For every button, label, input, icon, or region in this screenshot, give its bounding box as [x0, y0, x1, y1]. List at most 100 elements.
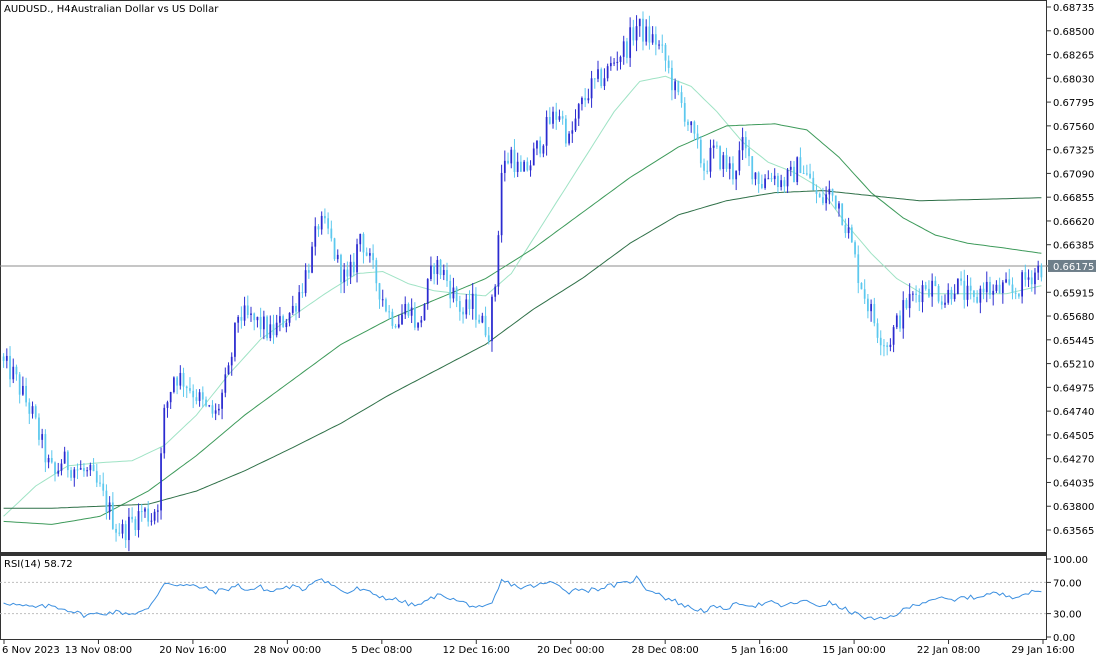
candle-bear: [468, 299, 471, 309]
candle-bear: [295, 305, 297, 312]
price-tick-label: 0.67090: [1053, 169, 1094, 180]
candle-bull: [150, 520, 153, 522]
candle-bull: [587, 98, 590, 101]
candle-bear: [253, 313, 256, 321]
candle-bear: [478, 319, 481, 323]
candle-bull: [336, 254, 339, 260]
candle-bear: [38, 417, 40, 440]
candle-bear: [937, 286, 940, 302]
candle-bear: [783, 180, 786, 187]
candle-bull: [558, 116, 561, 120]
candle-bull: [311, 246, 313, 273]
price-tick-label: 0.67795: [1053, 98, 1094, 109]
candle-bear: [340, 254, 342, 283]
candle-bear: [867, 298, 869, 312]
candle-bear: [205, 399, 207, 406]
candlesticks: [2, 11, 1043, 552]
candle-bull: [870, 303, 872, 312]
candle-bull: [230, 356, 233, 366]
candle-bear: [976, 296, 979, 303]
candle-bull: [606, 66, 609, 79]
candle-bear: [802, 173, 805, 175]
candle-bear: [189, 388, 191, 391]
candle-bull: [5, 355, 8, 361]
candle-bear: [439, 259, 442, 276]
candle-bull: [574, 118, 577, 131]
candle-bear: [105, 490, 108, 513]
candle-bull: [500, 172, 503, 236]
candle-bull: [89, 464, 92, 471]
candle-bear: [44, 434, 47, 463]
candle-bull: [825, 194, 828, 204]
candle-bear: [1008, 279, 1011, 285]
candle-bear: [1030, 277, 1033, 285]
candle-bear: [272, 324, 275, 336]
candle-bear: [831, 188, 834, 196]
candle-bull: [471, 293, 474, 309]
candle-bull: [63, 451, 66, 464]
time-tick-label: 20 Dec 00:00: [537, 645, 604, 656]
candle-bear: [725, 155, 728, 169]
candle-bear: [446, 269, 448, 281]
candle-bear: [844, 224, 847, 234]
candle-bull: [275, 322, 278, 336]
candle-bear: [28, 402, 31, 414]
candle-bear: [815, 190, 818, 194]
chart-symbol-label: AUDUSD., H4:: [4, 4, 74, 15]
candle-bull: [1005, 279, 1007, 283]
candle-bull: [735, 170, 738, 180]
candle-bear: [185, 386, 188, 389]
candle-bull: [465, 299, 468, 315]
candle-bull: [256, 316, 259, 321]
candle-bull: [121, 524, 124, 534]
candle-bear: [748, 148, 750, 157]
candle-bear: [83, 468, 85, 472]
candle-bear: [950, 289, 953, 300]
candle-bull: [931, 280, 934, 297]
candle-bull: [214, 410, 217, 414]
candle-bear: [449, 280, 452, 299]
time-tick-label: 29 Jan 16:00: [1011, 645, 1074, 656]
price-tick-label: 0.68265: [1053, 51, 1094, 62]
price-tick-label: 0.66385: [1053, 241, 1094, 252]
candle-bull: [754, 172, 757, 180]
candle-bull: [47, 458, 50, 463]
candle-bear: [1011, 284, 1014, 293]
candle-bull: [892, 327, 895, 345]
candle-bear: [680, 92, 683, 104]
candle-bull: [481, 315, 484, 323]
candle-bull: [577, 104, 580, 119]
candle-bull: [635, 26, 638, 41]
candle-bull: [397, 324, 400, 328]
rsi-plot: [0, 575, 1047, 621]
candle-bear: [671, 67, 673, 91]
candle-bull: [722, 155, 725, 170]
candle-bear: [372, 253, 374, 261]
candle-bear: [507, 160, 509, 164]
candle-bull: [552, 111, 554, 124]
candle-bear: [969, 285, 972, 291]
candle-bear: [863, 289, 866, 299]
candle-bear: [455, 287, 458, 302]
candle-bear: [963, 280, 966, 300]
candle-bull: [73, 469, 76, 478]
moving-average-line-3: [3, 190, 1042, 509]
candle-bear: [777, 175, 779, 188]
candle-bear: [324, 215, 326, 219]
candle-bear: [18, 374, 21, 395]
candle-bear: [886, 345, 889, 348]
price-tick-label: 0.65915: [1053, 288, 1094, 299]
candle-bear: [593, 78, 596, 80]
candle-bear: [385, 299, 387, 312]
candle-bull: [227, 365, 230, 375]
price-tick-label: 0.63565: [1053, 526, 1094, 537]
price-tick-label: 0.67325: [1053, 146, 1094, 157]
candle-bear: [850, 227, 853, 243]
candle-bear: [873, 303, 876, 324]
candle-bear: [799, 157, 802, 174]
candle-bull: [510, 149, 513, 164]
candle-bull: [767, 178, 770, 180]
price-tick-label: 0.64740: [1053, 407, 1094, 418]
